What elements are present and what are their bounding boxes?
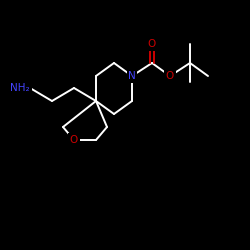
Text: O: O <box>70 135 78 145</box>
Text: NH₂: NH₂ <box>10 83 30 93</box>
Text: N: N <box>128 71 136 81</box>
Text: O: O <box>148 39 156 49</box>
Text: O: O <box>166 71 174 81</box>
